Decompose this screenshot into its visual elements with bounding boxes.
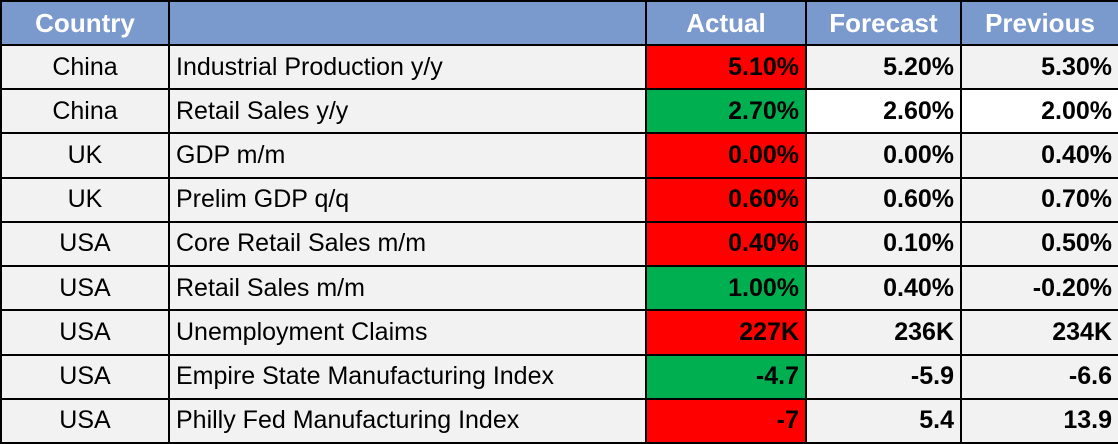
- forecast-cell: 0.40%: [805, 265, 962, 312]
- forecast-cell: 0.60%: [805, 176, 962, 223]
- table-row: UK Prelim GDP q/q 0.60% 0.60% 0.70%: [0, 176, 1118, 223]
- event-cell: Retail Sales y/y: [168, 88, 647, 135]
- forecast-cell: 5.20%: [805, 43, 962, 91]
- previous-cell: -0.20%: [960, 265, 1118, 312]
- previous-cell: 0.50%: [960, 220, 1118, 268]
- event-cell: Empire State Manufacturing Index: [168, 353, 647, 400]
- table-row: USA Core Retail Sales m/m 0.40% 0.10% 0.…: [0, 220, 1118, 268]
- event-cell: Prelim GDP q/q: [168, 176, 647, 223]
- actual-cell: -4.7: [645, 353, 807, 400]
- country-column-header: Country: [0, 0, 170, 46]
- actual-cell: 0.40%: [645, 220, 807, 268]
- table-row: China Retail Sales y/y 2.70% 2.60% 2.00%: [0, 88, 1118, 135]
- previous-column-header: Previous: [960, 0, 1118, 46]
- table-row: USA Empire State Manufacturing Index -4.…: [0, 353, 1118, 400]
- table-row: China Industrial Production y/y 5.10% 5.…: [0, 43, 1118, 91]
- actual-cell: 5.10%: [645, 43, 807, 91]
- actual-column-header: Actual: [645, 0, 807, 46]
- actual-cell: 0.00%: [645, 132, 807, 179]
- table-row: USA Unemployment Claims 227K 236K 234K: [0, 309, 1118, 356]
- forecast-cell: 0.10%: [805, 220, 962, 268]
- table-row: USA Retail Sales m/m 1.00% 0.40% -0.20%: [0, 265, 1118, 312]
- table-header-row: Country Actual Forecast Previous: [0, 0, 1118, 46]
- country-cell: USA: [0, 309, 170, 356]
- country-cell: China: [0, 88, 170, 135]
- event-cell: Philly Fed Manufacturing Index: [168, 397, 647, 444]
- actual-cell: 1.00%: [645, 265, 807, 312]
- event-cell: Retail Sales m/m: [168, 265, 647, 312]
- forecast-cell: 5.4: [805, 397, 962, 444]
- country-cell: UK: [0, 176, 170, 223]
- event-cell: Core Retail Sales m/m: [168, 220, 647, 268]
- forecast-cell: 0.00%: [805, 132, 962, 179]
- country-cell: USA: [0, 220, 170, 268]
- actual-cell: 0.60%: [645, 176, 807, 223]
- country-cell: USA: [0, 265, 170, 312]
- event-cell: Industrial Production y/y: [168, 43, 647, 91]
- actual-cell: 227K: [645, 309, 807, 356]
- previous-cell: 2.00%: [960, 88, 1118, 135]
- forecast-cell: 236K: [805, 309, 962, 356]
- event-cell: GDP m/m: [168, 132, 647, 179]
- table-row: USA Philly Fed Manufacturing Index -7 5.…: [0, 397, 1118, 444]
- actual-cell: 2.70%: [645, 88, 807, 135]
- actual-cell: -7: [645, 397, 807, 444]
- event-cell: Unemployment Claims: [168, 309, 647, 356]
- table-row: UK GDP m/m 0.00% 0.00% 0.40%: [0, 132, 1118, 179]
- forecast-cell: 2.60%: [805, 88, 962, 135]
- country-cell: China: [0, 43, 170, 91]
- previous-cell: 0.70%: [960, 176, 1118, 223]
- country-cell: USA: [0, 353, 170, 400]
- forecast-cell: -5.9: [805, 353, 962, 400]
- forecast-column-header: Forecast: [805, 0, 962, 46]
- previous-cell: 0.40%: [960, 132, 1118, 179]
- country-cell: UK: [0, 132, 170, 179]
- previous-cell: 234K: [960, 309, 1118, 356]
- previous-cell: 13.9: [960, 397, 1118, 444]
- country-cell: USA: [0, 397, 170, 444]
- event-column-header: [168, 0, 647, 46]
- previous-cell: 5.30%: [960, 43, 1118, 91]
- previous-cell: -6.6: [960, 353, 1118, 400]
